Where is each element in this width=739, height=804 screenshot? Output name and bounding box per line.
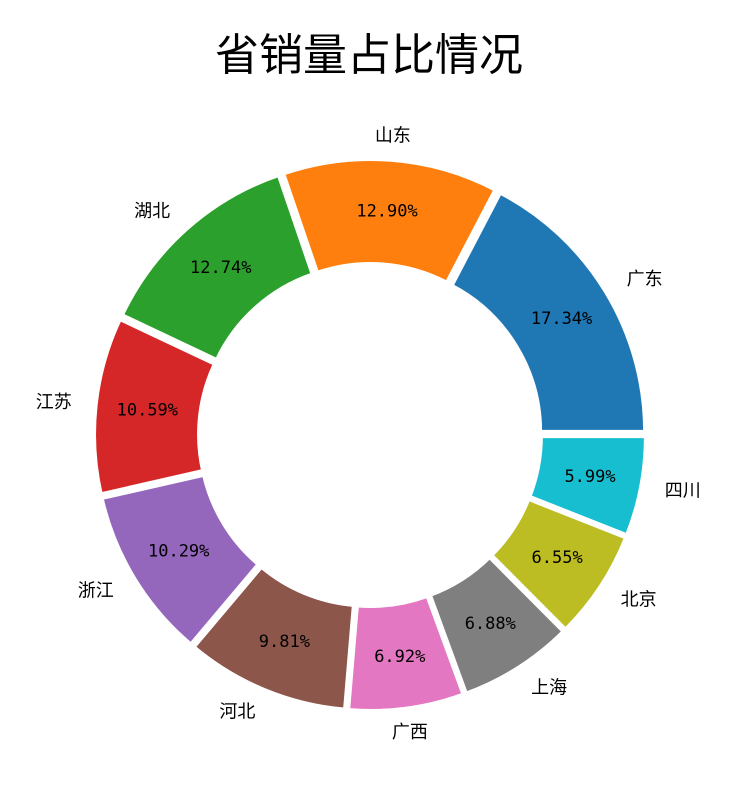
labels-group: 17.34% 广东 12.90% 山东 12.74% 湖北 10.59% 江苏 10.29% 浙江… xyxy=(36,125,701,742)
slice-category-label: 湖北 xyxy=(134,201,170,222)
slice-2 xyxy=(119,172,316,363)
slice-6 xyxy=(345,593,467,713)
slice-pct-label: 12.90% xyxy=(356,202,417,222)
slice-pct-label: 12.74% xyxy=(190,258,251,278)
slice-category-label: 山东 xyxy=(375,125,411,146)
slices-group xyxy=(92,157,648,713)
slice-category-label: 广东 xyxy=(627,269,663,290)
slice-7 xyxy=(427,554,567,697)
slice-pct-label: 6.55% xyxy=(532,548,583,568)
slice-8 xyxy=(488,496,629,633)
slice-category-label: 广西 xyxy=(392,722,428,743)
slice-category-label: 上海 xyxy=(531,678,567,699)
slice-0 xyxy=(448,189,648,434)
slice-1 xyxy=(280,157,499,286)
slice-category-label: 四川 xyxy=(665,481,701,502)
slice-category-label: 江苏 xyxy=(36,392,72,413)
slice-category-label: 浙江 xyxy=(78,581,114,602)
slice-pct-label: 9.81% xyxy=(259,632,310,652)
slice-3 xyxy=(92,316,218,497)
slice-9 xyxy=(526,434,648,538)
slice-category-label: 河北 xyxy=(219,702,255,723)
slice-category-label: 北京 xyxy=(621,589,657,610)
slice-pct-label: 6.92% xyxy=(374,647,425,667)
slice-4 xyxy=(99,472,262,648)
slice-pct-label: 10.29% xyxy=(148,542,209,562)
chart-title: 省销量占比情况 xyxy=(215,30,523,81)
slice-pct-label: 6.88% xyxy=(465,614,516,634)
slice-pct-label: 17.34% xyxy=(531,309,592,329)
slice-pct-label: 10.59% xyxy=(117,401,178,421)
slice-5 xyxy=(190,563,357,712)
slice-pct-label: 5.99% xyxy=(564,467,615,487)
